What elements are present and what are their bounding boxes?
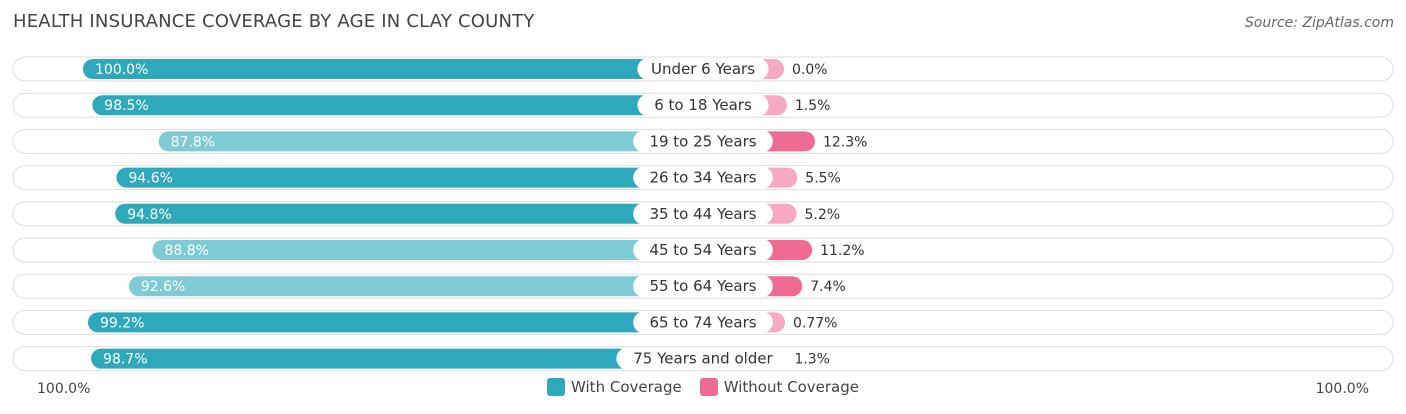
category-label: 26 to 34 Years [649,169,756,187]
legend-label-without-coverage: Without Coverage [723,378,859,396]
data-label-with-coverage: 94.6% [128,171,172,187]
legend-item-with-coverage[interactable]: With Coverage [547,378,682,396]
bar-with-coverage [87,312,703,333]
category-pill [633,202,773,225]
category-label: 65 to 74 Years [649,313,756,331]
legend: With Coverage Without Coverage [0,378,1406,396]
data-label-with-coverage: 99.2% [100,315,144,331]
data-label-without-coverage: 5.5% [805,171,841,187]
axis-right-label: 100.0% [1315,381,1369,397]
category-pill [637,94,769,117]
data-label-without-coverage: 0.0% [792,62,828,78]
category-label: 6 to 18 Years [654,96,752,114]
category-pill [633,311,773,334]
category-label: 55 to 64 Years [649,277,756,295]
legend-label-with-coverage: With Coverage [571,378,682,396]
bar-with-coverage [116,167,704,188]
axis-left-label: 100.0% [37,381,91,397]
category-pill [633,275,773,298]
bar-chart: 100.0% Under 6 Years 0.0% 98.5% 6 to 18 Year… [12,56,1394,372]
bar-with-coverage [128,276,703,297]
category-pill [637,58,769,80]
data-label-without-coverage: 5.2% [805,207,841,223]
legend-swatch-with-coverage [547,378,566,396]
bar-with-coverage [152,240,703,260]
bar-with-coverage [158,131,703,152]
data-label-without-coverage: 12.3% [823,134,867,150]
data-label-without-coverage: 1.3% [794,352,830,368]
category-label: Under 6 Years [651,60,755,78]
bar-with-coverage [115,203,704,224]
category-label: 75 Years and older [633,350,773,368]
data-label-with-coverage: 94.8% [127,207,171,223]
data-label-with-coverage: 88.8% [164,243,208,259]
category-pill [616,347,790,370]
data-label-with-coverage: 100.0% [95,62,148,78]
chart-source: Source: ZipAtlas.com [1244,15,1394,31]
data-label-with-coverage: 92.6% [141,279,185,295]
category-pill [633,239,773,261]
legend-item-without-coverage[interactable]: Without Coverage [699,378,859,396]
data-label-without-coverage: 7.4% [810,279,846,295]
category-pill [633,130,773,153]
data-label-with-coverage: 98.7% [103,352,147,368]
data-label-with-coverage: 98.5% [104,98,148,114]
legend-swatch-without-coverage [699,378,718,396]
bar-with-coverage [91,348,703,369]
data-label-with-coverage: 87.8% [171,134,215,150]
bar-with-coverage [83,59,703,79]
category-label: 19 to 25 Years [649,132,756,150]
category-label: 35 to 44 Years [649,205,756,223]
chart-title: HEALTH INSURANCE COVERAGE BY AGE IN CLAY… [13,11,535,32]
bar-with-coverage [92,95,704,116]
data-label-without-coverage: 0.77% [793,315,837,331]
category-pill [633,166,773,189]
data-label-without-coverage: 11.2% [820,243,864,259]
category-label: 45 to 54 Years [649,241,756,259]
data-label-without-coverage: 1.5% [795,98,831,114]
